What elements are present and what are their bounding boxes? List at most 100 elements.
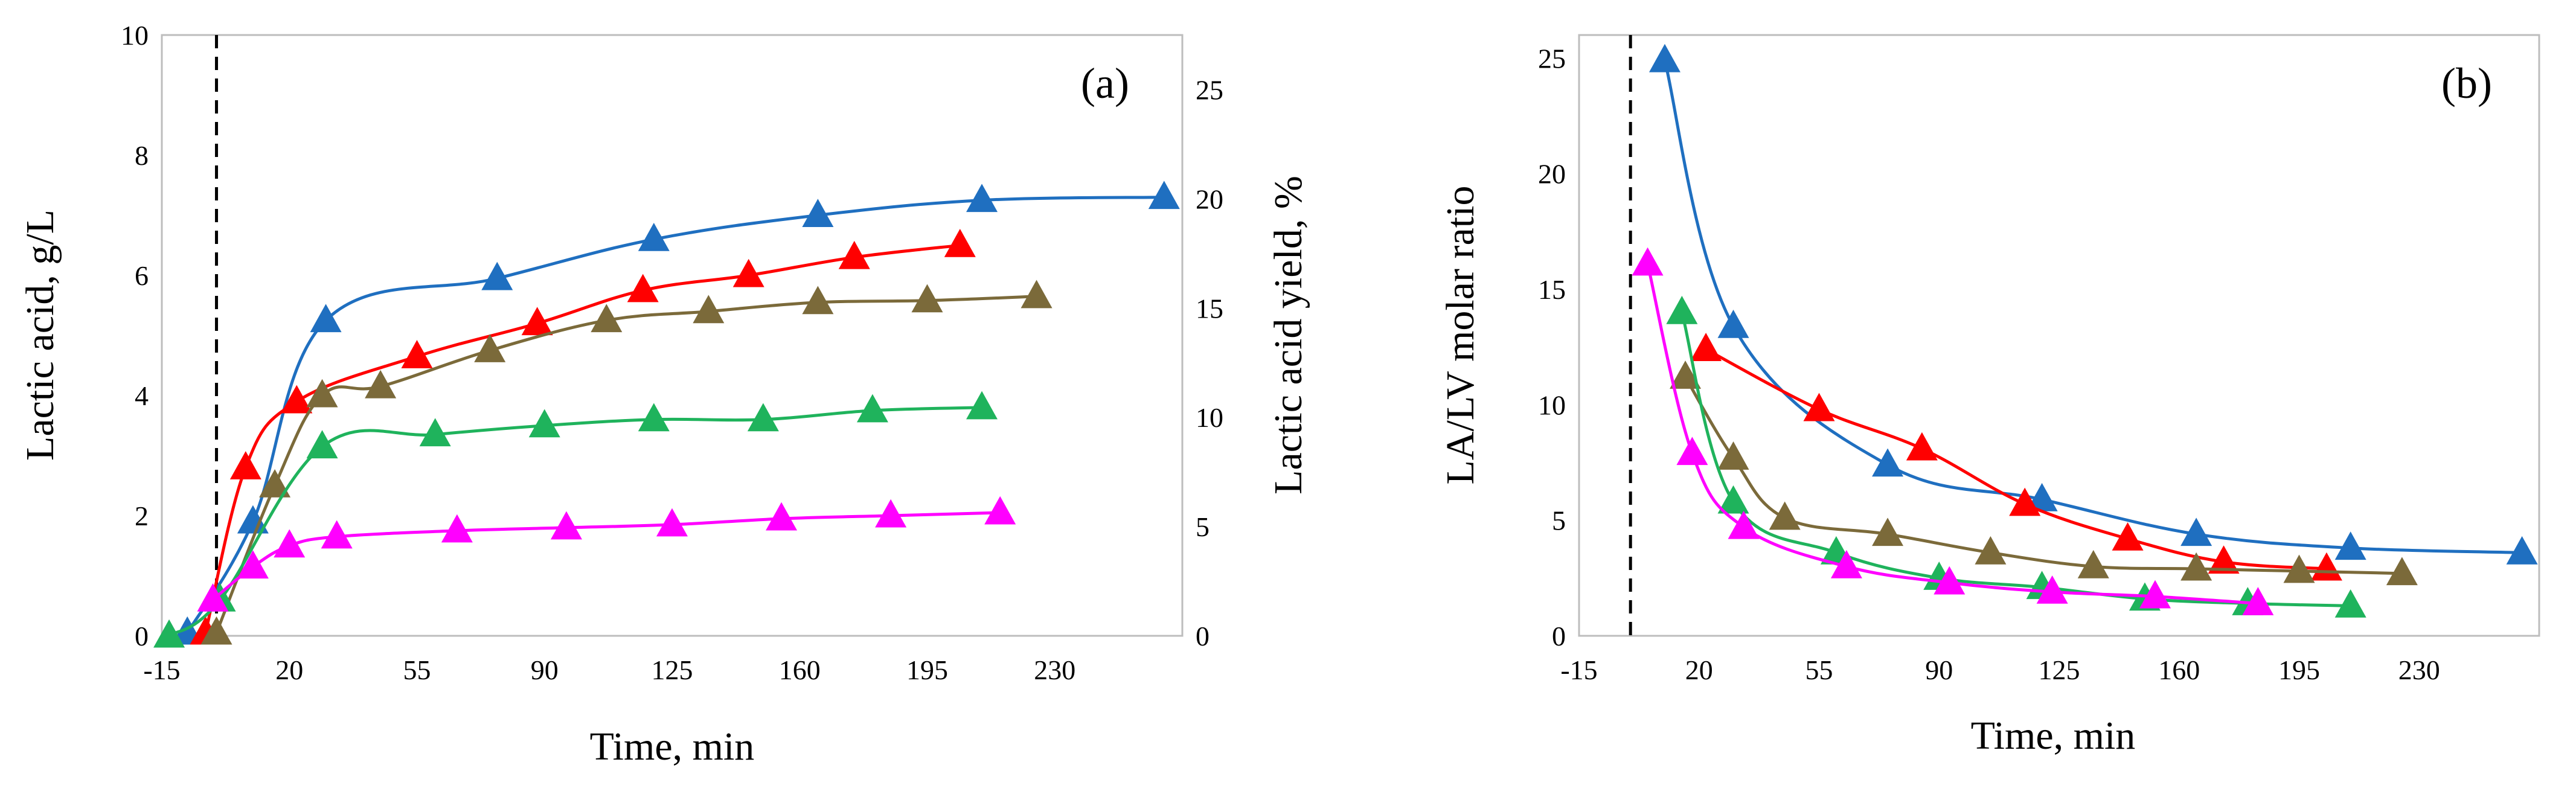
panel-b-series-magenta-point <box>2139 580 2171 609</box>
panel-a-series-blue-line <box>186 196 1164 634</box>
panel-a-series-magenta-point <box>441 514 473 543</box>
panel-a-series-magenta-point <box>237 550 269 579</box>
panel-b-series-green-line <box>1680 312 2351 607</box>
panel-a-series-blue-point <box>1148 181 1180 210</box>
panel-b-series-magenta-point <box>1934 566 1966 595</box>
panel-a-series-red-point <box>838 240 870 269</box>
panel-a: -15 20 55 90 125 160 195 230 0 2 4 6 8 10 0 5 10 15 20 25… <box>18 20 1310 769</box>
panel-b-series-blue-point <box>2180 517 2212 546</box>
panel-b-y-ticks: 0 5 10 15 20 25 <box>1538 43 1566 652</box>
panel-b-x-tick-label: 125 <box>2039 655 2080 685</box>
panel-a-y-tick-label: 6 <box>135 260 149 291</box>
panel-b-series-red-point <box>2009 487 2041 516</box>
panel-b-series-blue-line <box>1663 60 2522 554</box>
panel-a-x-tick-label: -15 <box>143 655 180 685</box>
panel-a-y2-tick-label: 25 <box>1196 74 1223 105</box>
panel-a-series-olive-line <box>215 295 1037 633</box>
panel-a-y-tick-label: 4 <box>135 380 149 411</box>
panel-a-series-green-point <box>966 391 998 420</box>
panel-a-series-blue-point <box>802 199 834 227</box>
panel-b-label: (b) <box>2441 59 2492 107</box>
panel-a-series-blue-point <box>966 184 998 213</box>
panel-a-series-green-point <box>306 430 338 459</box>
panel-a-series-olive-point <box>365 370 397 399</box>
panel-b-series-magenta-point <box>1830 549 1862 578</box>
panel-b-series-magenta-point <box>1632 247 1664 276</box>
panel-a-x-ticks: -15 20 55 90 125 160 195 230 <box>143 655 1075 685</box>
panel-b-series-blue-point <box>1648 43 1680 72</box>
panel-b-series-blue-point <box>2026 482 2058 511</box>
panel-a-series-olive-point <box>306 379 338 408</box>
panel-b-series-olive-point <box>2386 557 2418 586</box>
panel-a-y2-tick-label: 15 <box>1196 293 1223 324</box>
panel-b-series-olive-point <box>1769 501 1801 530</box>
panel-a-x-tick-label: 55 <box>403 655 431 685</box>
panel-a-series-red-point <box>281 385 313 414</box>
panel-a-x-tick-label: 20 <box>275 655 303 685</box>
panel-b-x-tick-label: -15 <box>1560 655 1597 685</box>
panel-a-y2-tick-label: 0 <box>1196 621 1210 652</box>
panel-a-x-tick-label: 125 <box>652 655 693 685</box>
panel-b-x-tick-label: 195 <box>2278 655 2320 685</box>
panel-a-y2-tick-label: 20 <box>1196 184 1223 214</box>
panel-a-series-red-point <box>401 340 433 368</box>
panel-b-series-red-line <box>1705 348 2327 571</box>
panel-a-y2-tick-label: 10 <box>1196 402 1223 433</box>
panel-b-y-tick-label: 20 <box>1538 159 1566 190</box>
panel-a-series-green-point <box>638 403 670 432</box>
panel-b-series-red-point <box>1906 432 1938 461</box>
panel-b-y-tick-label: 15 <box>1538 274 1566 305</box>
panel-b-series-magenta-point <box>1676 437 1708 466</box>
panel-a-x-tick-label: 230 <box>1034 655 1075 685</box>
panel-a-x-tick-label: 160 <box>779 655 821 685</box>
panel-a-x-tick-label: 195 <box>906 655 948 685</box>
panel-b-series-blue-point <box>1872 448 1904 477</box>
panel-a-series-blue-point <box>481 261 513 290</box>
panel-b-series-green-point <box>2334 589 2366 618</box>
panel-b-x-tick-label: 160 <box>2158 655 2200 685</box>
panel-a-series-blue-point <box>310 304 342 333</box>
panel-b-series-red-point <box>2208 545 2240 574</box>
panel-a-plot-frame <box>161 34 1184 637</box>
panel-a-series-olive-point <box>911 284 943 313</box>
panel-a-series-green-point <box>528 409 560 438</box>
panel-a-y-axis-label: Lactic acid, g/L <box>18 210 62 461</box>
panel-a-y2-axis-label: Lactic acid yield, % <box>1266 176 1310 495</box>
panel-a-series-green-line <box>168 406 982 638</box>
panel-b-series-olive-point <box>1717 441 1749 470</box>
panel-a-series-red-point <box>944 228 976 257</box>
panel-a-series-olive-point <box>693 295 725 324</box>
panel-a-series-magenta-point <box>550 511 582 540</box>
panel-a-series-olive-point <box>802 286 834 315</box>
panel-a-series-red-point <box>627 274 659 303</box>
panel-a-x-tick-label: 90 <box>531 655 559 685</box>
panel-a-series-blue-point <box>638 223 670 251</box>
panel-b-series-green-point <box>1717 485 1749 514</box>
panel-a-series <box>153 181 1180 648</box>
panel-b-series-blue-point <box>2506 536 2538 565</box>
panel-a-series-red-point <box>732 258 764 287</box>
panel-b-x-tick-label: 230 <box>2398 655 2440 685</box>
panel-b-series-red-point <box>1803 392 1835 421</box>
panel-a-series-green-point <box>419 418 451 447</box>
panel-a-y-tick-label: 2 <box>135 501 149 531</box>
panel-a-y-tick-label: 10 <box>121 20 149 51</box>
panel-a-series-blue-point <box>237 505 269 534</box>
panel-a-series-green-point <box>153 619 185 648</box>
panel-b-series-green-point <box>1666 295 1698 324</box>
panel-a-series-red-point <box>229 451 261 479</box>
panel-a-series-green-point <box>747 403 779 432</box>
panel-a-series-olive-point <box>259 469 291 498</box>
panel-a-y-tick-label: 8 <box>135 140 149 171</box>
panel-a-series-magenta-point <box>197 583 229 612</box>
panel-b: -15 20 55 90 125 160 195 230 0 5 10 15 20 25 (b) Tim… <box>1438 34 2540 758</box>
panel-a-series-magenta-point <box>321 520 353 549</box>
panel-a-series-olive-point <box>591 304 623 333</box>
panel-b-y-tick-label: 5 <box>1552 505 1566 536</box>
panel-b-series-red-point <box>2112 522 2144 551</box>
panel-a-x-axis-label: Time, min <box>590 725 755 769</box>
panel-b-x-tick-label: 90 <box>1925 655 1953 685</box>
panel-b-series-olive-point <box>2283 554 2315 583</box>
panel-a-series-magenta-point <box>656 508 688 537</box>
panel-b-x-ticks: -15 20 55 90 125 160 195 230 <box>1560 655 2440 685</box>
